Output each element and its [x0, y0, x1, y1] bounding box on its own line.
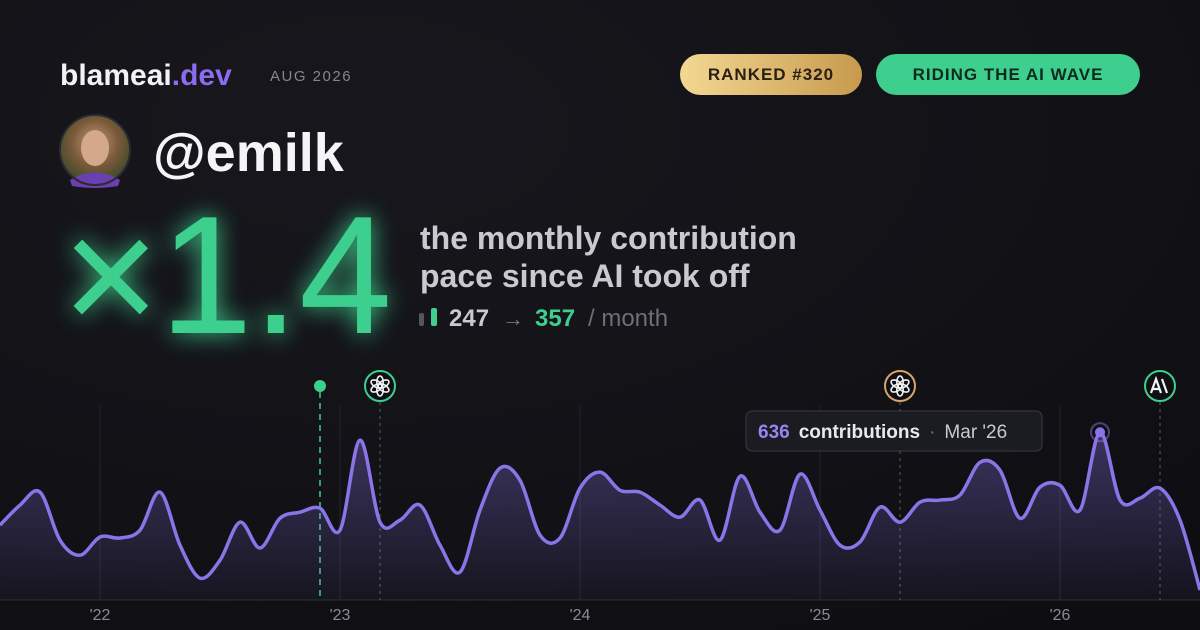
headline-line: the monthly contribution: [420, 220, 797, 256]
x-tick-label: '23: [330, 607, 351, 624]
wave-badge-label: RIDING THE AI WAVE: [913, 65, 1104, 84]
event-dot: [314, 380, 326, 392]
highlight-ring: [1090, 422, 1110, 443]
event-icon: [364, 370, 396, 402]
pace-after: 357: [535, 305, 575, 332]
tooltip-date: Mar '26: [944, 422, 1007, 443]
line: [0, 430, 1200, 591]
event-icon-ring: [884, 370, 916, 402]
tooltip: 636 contributions · Mar '26: [745, 410, 1043, 452]
tooltip-value: 636: [758, 422, 790, 443]
chart: '22 '23 '24 '25 '26 636 contributions · Mar '26: [0, 370, 1200, 624]
highlight-point: [1095, 427, 1105, 438]
rank-badge-label: RANKED #320: [708, 65, 834, 84]
anthropic-mark: [1149, 375, 1169, 394]
pace-before: 247: [449, 305, 489, 332]
username: @emilk: [153, 123, 345, 183]
avatar: [59, 114, 131, 188]
event-icon-ring: [1144, 370, 1176, 402]
tooltip-separator: ·: [929, 422, 935, 443]
wave-badge: [876, 54, 1140, 95]
rank-badge: [680, 54, 862, 95]
event-icon-ring: [364, 370, 396, 402]
pace-icon-before: [419, 313, 424, 326]
date: AUG 2026: [270, 68, 352, 85]
brand-name: blameai: [60, 59, 172, 92]
event-icon: [1144, 370, 1176, 402]
openai-petal: [370, 379, 383, 389]
x-tick-label: '25: [810, 607, 831, 624]
multiplier: ×1.4: [62, 181, 392, 369]
x-tick-label: '22: [90, 607, 111, 624]
tooltip-unit: contributions: [799, 422, 920, 443]
area: [0, 432, 1200, 600]
pace-arrow: →: [502, 306, 524, 331]
pace-unit: / month: [588, 305, 668, 332]
x-tick-label: '26: [1050, 607, 1071, 624]
headline-line: pace since AI took off: [420, 258, 750, 294]
brand-tld: .dev: [172, 59, 232, 92]
event-icon: [884, 370, 916, 402]
pace-icon-after: [431, 308, 437, 326]
x-tick-label: '24: [570, 607, 591, 624]
brand: blameai.dev: [60, 59, 232, 92]
tooltip-box: [745, 410, 1043, 452]
openai-petal: [890, 379, 903, 389]
